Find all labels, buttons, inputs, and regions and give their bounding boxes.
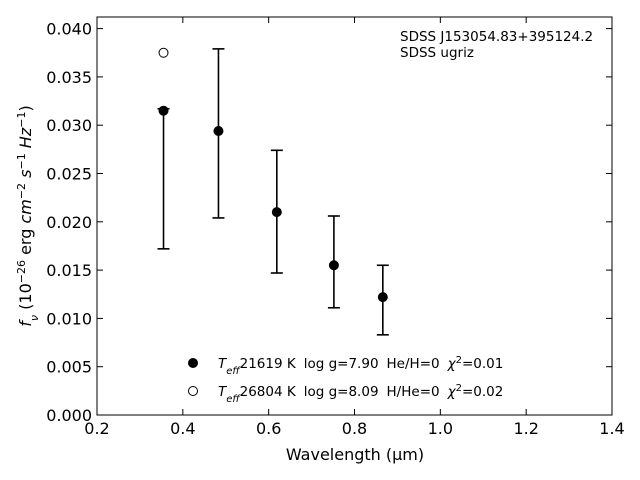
x-axis-label: Wavelength (μm) bbox=[286, 445, 424, 464]
legend-comp-open: H/He=0 bbox=[387, 384, 440, 400]
y-tick-label: 0.030 bbox=[46, 116, 92, 135]
legend-logg-filled: log g=7.90 bbox=[304, 356, 379, 372]
points-layer bbox=[158, 47, 388, 303]
legend-chi2-open: =0.02 bbox=[462, 384, 503, 400]
y-tick-label: 0.000 bbox=[46, 406, 92, 425]
y-tick-label: 0.015 bbox=[46, 261, 92, 280]
data-point-filled bbox=[213, 125, 224, 136]
legend-marker-open bbox=[188, 386, 198, 396]
y-tick-label: 0.020 bbox=[46, 213, 92, 232]
x-tick-label: 0.2 bbox=[84, 419, 109, 438]
data-point-filled bbox=[158, 105, 169, 116]
legend-chi2-filled: =0.01 bbox=[462, 356, 503, 372]
data-point-filled bbox=[377, 292, 388, 303]
legend-teff-filled: 21619 K bbox=[240, 356, 297, 372]
y-tick-label: 0.040 bbox=[46, 20, 92, 39]
x-tick-label: 1.2 bbox=[513, 419, 538, 438]
x-tick-label: 1.0 bbox=[428, 419, 453, 438]
y-tick-label: 0.025 bbox=[46, 164, 92, 183]
data-point-filled bbox=[328, 260, 339, 271]
x-tick-label: 1.4 bbox=[599, 419, 624, 438]
y-tick-label: 0.035 bbox=[46, 68, 92, 87]
y-tick-label: 0.010 bbox=[46, 309, 92, 328]
data-point-open bbox=[158, 47, 169, 58]
legend-comp-filled: He/H=0 bbox=[387, 356, 440, 372]
errorbars-layer bbox=[157, 48, 389, 336]
legend-teff-open: 26804 K bbox=[240, 384, 297, 400]
x-tick-label: 0.6 bbox=[256, 419, 281, 438]
ticks-layer: 0.2 0.4 0.6 0.8 1.0 1.2 1.4 0.000 0.005 0.010 0.01… bbox=[46, 17, 625, 438]
y-tick-label: 0.005 bbox=[46, 358, 92, 377]
legend-logg-open: log g=8.09 bbox=[304, 384, 379, 400]
x-tick-label: 0.8 bbox=[342, 419, 367, 438]
annotation-object-name: SDSS J153054.83+395124.2 bbox=[400, 29, 593, 45]
x-tick-label: 0.4 bbox=[170, 419, 195, 438]
legend-marker-filled bbox=[188, 358, 198, 368]
y-axis-label: fν (10−26 erg cm−2 s−1 Hz−1) bbox=[15, 105, 41, 326]
annotation-photometry: SDSS ugriz bbox=[400, 45, 474, 61]
plot-frame bbox=[96, 16, 613, 416]
data-point-filled bbox=[271, 207, 282, 218]
